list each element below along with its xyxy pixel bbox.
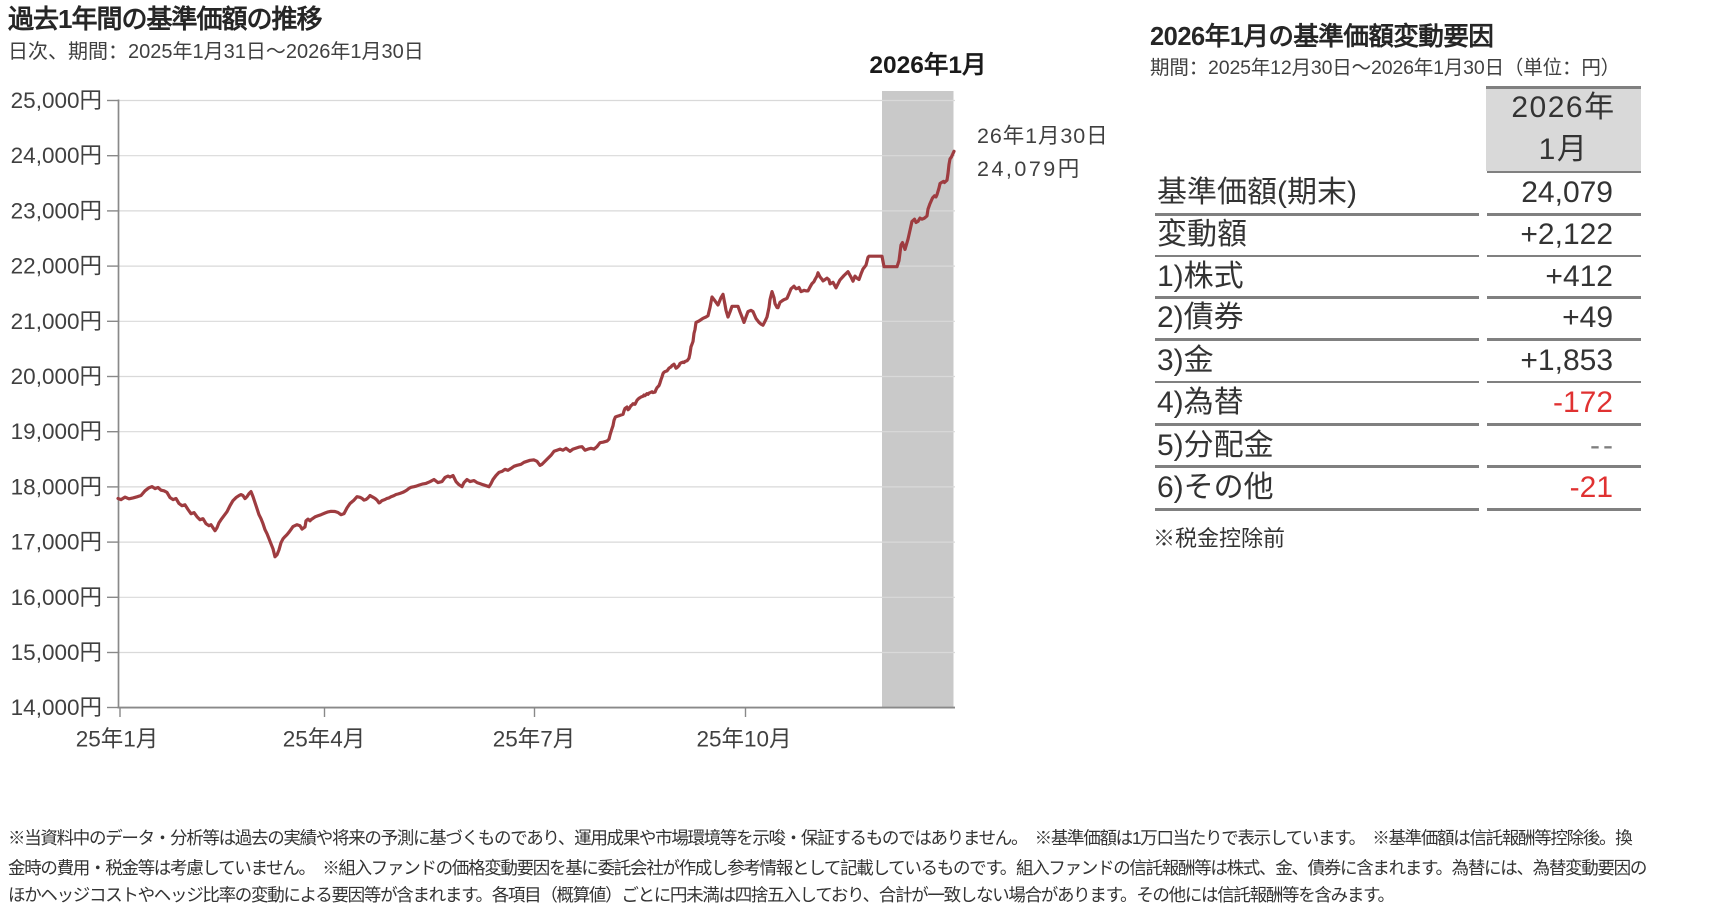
svg-text:25年7月: 25年7月 xyxy=(493,727,576,752)
svg-text:21,000円: 21,000円 xyxy=(11,309,102,334)
svg-text:24,079円: 24,079円 xyxy=(977,157,1082,181)
svg-text:23,000円: 23,000円 xyxy=(11,198,102,223)
svg-text:18,000円: 18,000円 xyxy=(11,474,102,499)
svg-text:15,000円: 15,000円 xyxy=(11,640,102,665)
svg-text:20,000円: 20,000円 xyxy=(11,364,102,389)
svg-text:26年1月30日: 26年1月30日 xyxy=(977,124,1109,148)
svg-text:17,000円: 17,000円 xyxy=(11,530,102,555)
svg-text:24,000円: 24,000円 xyxy=(11,143,102,168)
svg-text:25,000円: 25,000円 xyxy=(11,88,102,113)
svg-text:14,000円: 14,000円 xyxy=(11,695,102,720)
svg-text:25年10月: 25年10月 xyxy=(696,727,791,752)
svg-text:22,000円: 22,000円 xyxy=(11,254,102,279)
svg-text:25年4月: 25年4月 xyxy=(283,727,366,752)
svg-text:16,000円: 16,000円 xyxy=(11,585,102,610)
svg-text:2026年1月: 2026年1月 xyxy=(869,50,986,79)
svg-text:19,000円: 19,000円 xyxy=(11,419,102,444)
svg-text:25年1月: 25年1月 xyxy=(76,727,159,752)
